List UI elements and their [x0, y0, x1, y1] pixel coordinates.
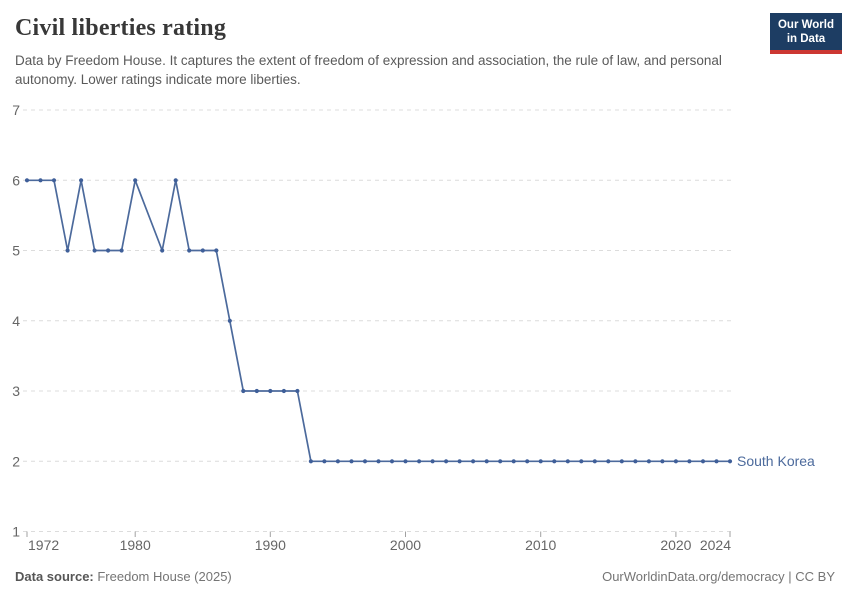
data-point-1978[interactable] [106, 248, 111, 253]
data-source: Data source: Freedom House (2025) [15, 569, 232, 584]
data-point-1994[interactable] [322, 459, 327, 464]
y-axis-label-7: 7 [12, 102, 20, 118]
data-point-2017[interactable] [633, 459, 638, 464]
data-point-2012[interactable] [565, 459, 570, 464]
x-axis-label-1980: 1980 [120, 537, 151, 553]
y-axis-label-5: 5 [12, 243, 20, 259]
data-point-2005[interactable] [471, 459, 476, 464]
data-point-2020[interactable] [673, 459, 679, 464]
data-point-1977[interactable] [92, 248, 97, 253]
x-axis-label-2024: 2024 [700, 537, 731, 553]
data-point-1999[interactable] [389, 459, 395, 464]
data-point-2016[interactable] [619, 459, 624, 464]
data-point-1997[interactable] [362, 459, 368, 464]
data-point-2014[interactable] [592, 459, 597, 464]
data-point-2008[interactable] [511, 459, 516, 464]
data-point-1986[interactable] [214, 248, 219, 253]
data-point-2015[interactable] [606, 459, 611, 464]
x-axis-label-1990: 1990 [255, 537, 286, 553]
owid-logo-line1: Our World [777, 19, 834, 31]
credit: OurWorldinData.org/democracy | CC BY [602, 569, 835, 584]
data-source-value: Freedom House (2025) [93, 569, 232, 584]
page-title: Civil liberties rating [15, 15, 227, 41]
data-point-1975[interactable] [65, 248, 70, 253]
data-point-1984[interactable] [187, 248, 192, 253]
data-point-1989[interactable] [254, 388, 259, 394]
data-point-2022[interactable] [700, 459, 706, 464]
data-point-1991[interactable] [281, 388, 286, 394]
data-point-1990[interactable] [268, 388, 273, 394]
data-point-1992[interactable] [295, 388, 300, 394]
data-point-2006[interactable] [484, 459, 489, 464]
data-point-1979[interactable] [119, 248, 124, 253]
y-axis-label-3: 3 [12, 383, 20, 399]
data-point-2019[interactable] [660, 459, 665, 464]
data-point-2007[interactable] [498, 459, 503, 464]
data-source-label: Data source: [15, 569, 94, 584]
data-point-1983[interactable] [173, 178, 178, 183]
data-point-1976[interactable] [79, 178, 84, 183]
data-point-2023[interactable] [714, 459, 719, 464]
data-point-2021[interactable] [687, 459, 692, 464]
data-point-1988[interactable] [241, 388, 246, 394]
data-point-2004[interactable] [457, 459, 462, 464]
license-link[interactable]: CC BY [795, 569, 835, 584]
x-axis-label-1972: 1972 [28, 537, 59, 553]
data-point-2018[interactable] [646, 459, 652, 464]
credit-separator: | [784, 569, 796, 584]
data-point-1973[interactable] [38, 178, 43, 183]
x-axis-label-2010: 2010 [525, 537, 556, 553]
owid-logo[interactable]: Our World in Data [770, 13, 842, 54]
data-point-2011[interactable] [552, 459, 557, 464]
data-point-2010[interactable] [538, 459, 543, 464]
data-point-1982[interactable] [160, 248, 165, 253]
owid-logo-line2: in Data [786, 33, 826, 45]
y-axis-label-1: 1 [12, 524, 20, 540]
data-point-1972[interactable] [24, 178, 30, 183]
data-point-1996[interactable] [349, 459, 354, 464]
data-point-2000[interactable] [403, 459, 408, 464]
series-line-south-korea[interactable] [27, 179, 730, 463]
y-axis-label-4: 4 [12, 313, 20, 329]
data-point-2024[interactable] [727, 459, 733, 464]
data-point-1995[interactable] [335, 459, 340, 464]
data-point-2009[interactable] [525, 459, 530, 464]
series-label-south-korea[interactable]: South Korea [737, 453, 815, 469]
data-point-1980[interactable] [133, 178, 138, 183]
y-axis-label-2: 2 [12, 453, 20, 469]
data-point-2002[interactable] [430, 459, 435, 464]
data-point-1985[interactable] [200, 248, 205, 253]
x-axis-label-2020: 2020 [660, 537, 691, 553]
credit-url-link[interactable]: OurWorldinData.org/democracy [602, 569, 785, 584]
y-axis-label-6: 6 [12, 172, 20, 188]
data-point-2003[interactable] [444, 459, 449, 464]
data-point-1987[interactable] [227, 318, 232, 323]
chart-footer: Data source: Freedom House (2025) OurWor… [15, 569, 835, 584]
data-point-2013[interactable] [579, 459, 584, 464]
x-axis-label-2000: 2000 [390, 537, 421, 553]
data-point-1993[interactable] [308, 459, 313, 464]
chart-subtitle: Data by Freedom House. It captures the e… [15, 53, 722, 87]
data-point-2001[interactable] [417, 459, 422, 464]
data-point-1998[interactable] [376, 459, 381, 464]
data-point-1974[interactable] [51, 178, 57, 183]
